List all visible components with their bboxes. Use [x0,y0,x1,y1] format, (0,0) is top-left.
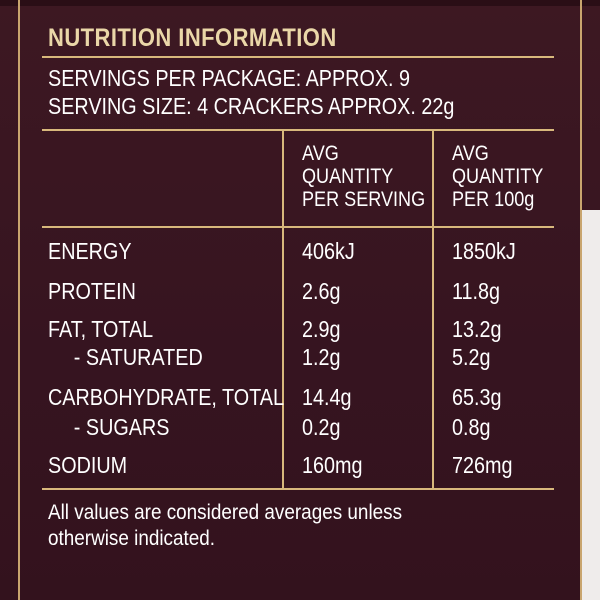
column-header-per-100g: AVG QUANTITY PER 100g [452,142,543,211]
divider-title [42,56,554,58]
row-name: CARBOHYDRATE, TOTAL [48,384,284,410]
divider-table-top [42,129,554,131]
row-name: - SUGARS [73,414,170,440]
column-header-line: AVG [302,142,339,165]
row-per-serving: 2.9g [302,316,341,342]
footnote-line: otherwise indicated. [48,527,216,550]
column-divider-2 [432,131,434,488]
row-per-100g: 5.2g [452,344,491,370]
label-title: NUTRITION INFORMATION [48,24,337,52]
row-per-serving: 14.4g [302,384,352,410]
column-header-line: PER 100g [452,188,535,211]
row-per-serving: 1.2g [302,344,341,370]
divider-table-bottom [42,488,554,490]
serving-size: SERVING SIZE: 4 CRACKERS APPROX. 22g [48,93,455,119]
row-per-100g: 13.2g [452,316,502,342]
column-header-line: QUANTITY [302,165,394,188]
row-per-serving: 406kJ [302,238,355,264]
row-per-100g: 726mg [452,452,513,478]
frame-right-line [580,0,582,600]
package-edge [582,210,600,600]
row-per-100g: 1850kJ [452,238,516,264]
nutrition-label: NUTRITION INFORMATION SERVINGS PER PACKA… [34,18,554,550]
row-name: ENERGY [48,238,132,264]
footnote-line: All values are considered averages unles… [48,501,403,524]
column-header-per-serving: AVG QUANTITY PER SERVING [302,142,425,211]
row-name: PROTEIN [48,278,136,304]
row-per-serving: 0.2g [302,414,341,440]
row-per-100g: 11.8g [452,278,501,304]
frame-left-line [18,0,20,600]
row-per-100g: 65.3g [452,384,502,410]
column-header-line: PER SERVING [302,188,426,211]
row-name: SODIUM [48,452,128,478]
row-per-serving: 2.6g [302,278,341,304]
servings-per-package: SERVINGS PER PACKAGE: APPROX. 9 [48,65,411,91]
row-per-100g: 0.8g [452,414,491,440]
top-edge [0,0,600,6]
row-name: - SATURATED [73,344,203,370]
row-per-serving: 160mg [302,452,363,478]
divider-header [42,226,554,228]
column-divider-1 [282,131,284,488]
footnote: All values are considered averages unles… [48,500,402,552]
column-header-line: QUANTITY [452,165,544,188]
row-name: FAT, TOTAL [48,316,154,342]
column-header-line: AVG [452,142,489,165]
